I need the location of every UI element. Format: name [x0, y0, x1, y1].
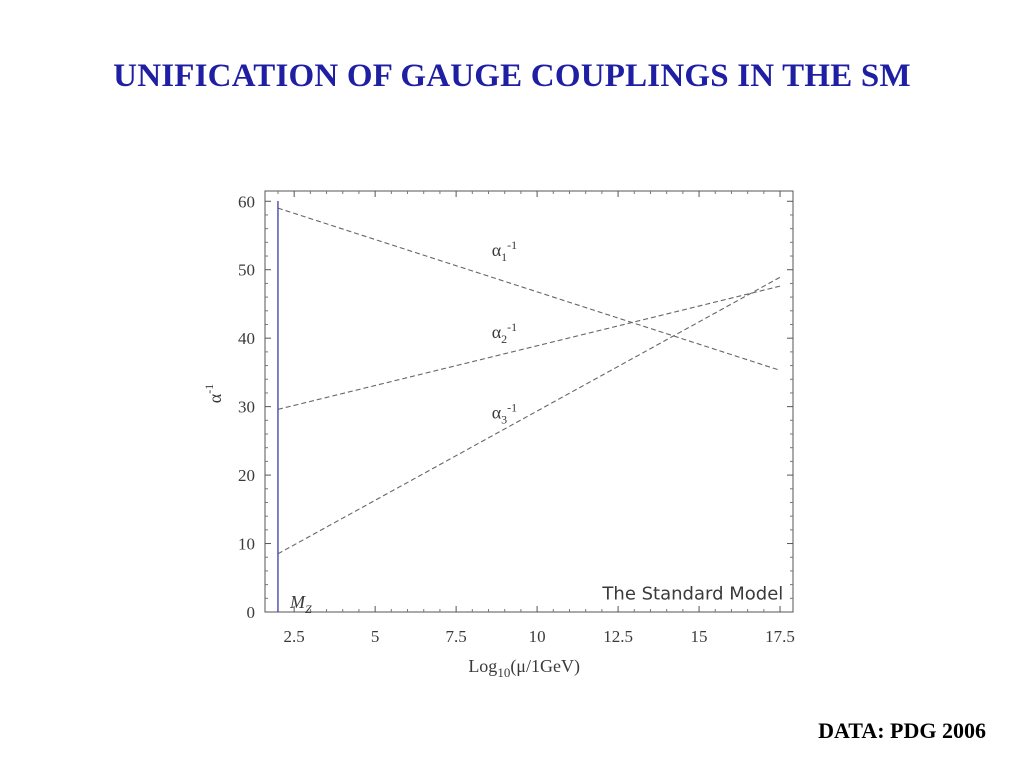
y-axis-title: α-1: [202, 384, 225, 403]
x-axis-title: Log10(μ/1GeV): [468, 656, 580, 680]
y-tick-label: 40: [238, 329, 255, 348]
y-tick-label: 20: [238, 466, 255, 485]
chart-annotation: The Standard Model: [601, 584, 783, 605]
y-tick-label: 60: [238, 192, 255, 211]
x-tick-label: 15: [691, 627, 708, 646]
plot-frame: [264, 190, 794, 613]
x-tick-label: 10: [529, 627, 546, 646]
x-tick-label: 5: [371, 627, 380, 646]
x-tick-label: 17.5: [765, 627, 795, 646]
y-tick-label: 10: [238, 535, 255, 554]
series-lines: [277, 207, 781, 555]
series-line-alpha2: [277, 285, 781, 410]
x-tick-label: 7.5: [445, 627, 466, 646]
y-tick-label: 0: [247, 603, 256, 622]
y-tick-label: 30: [238, 398, 255, 417]
series-label-alpha3: α3-1: [492, 400, 517, 426]
series-label-alpha1: α1-1: [492, 238, 517, 264]
slide-title: UNIFICATION OF GAUGE COUPLINGS IN THE SM: [113, 58, 911, 94]
y-axis-ticks: 0 10 20 30 40 50 60: [238, 192, 793, 622]
x-tick-label: 12.5: [603, 627, 633, 646]
data-source-note: DATA: PDG 2006: [818, 718, 986, 743]
y-tick-label: 50: [238, 261, 255, 280]
series-line-alpha3: [277, 276, 781, 555]
mz-label: MZ: [289, 592, 312, 616]
series-line-alpha1: [277, 207, 781, 371]
series-label-alpha2: α2-1: [492, 320, 517, 346]
x-tick-label: 2.5: [284, 627, 305, 646]
x-axis-ticks: 2.5 5 7.5 10 12.5 15 17.5: [277, 191, 795, 646]
